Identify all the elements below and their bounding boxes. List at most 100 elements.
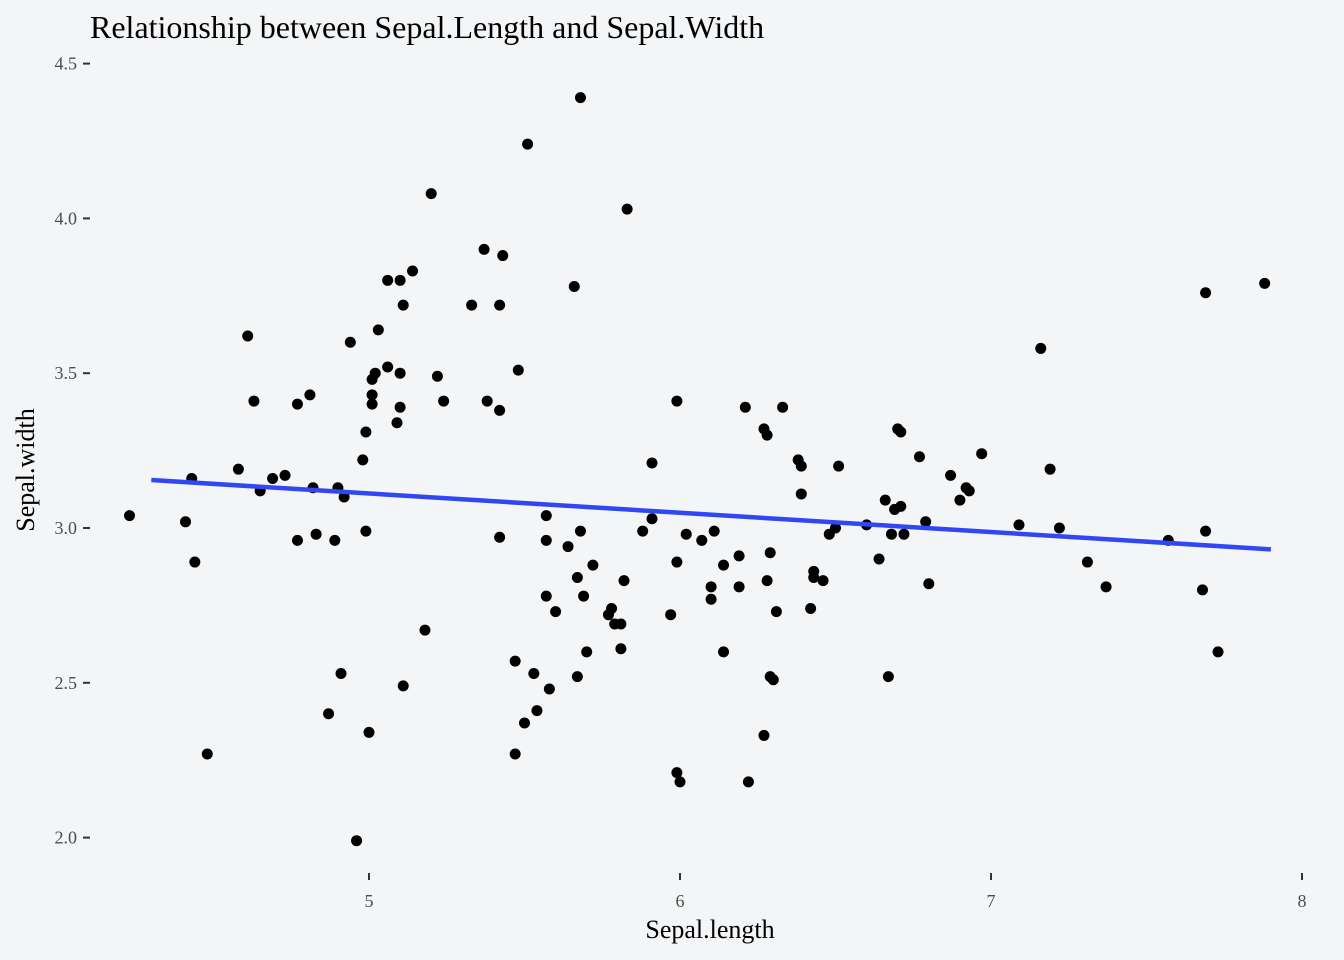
data-point <box>646 457 658 469</box>
data-point <box>329 534 341 546</box>
data-point <box>581 646 593 658</box>
data-point <box>466 299 478 311</box>
data-point <box>562 541 574 553</box>
data-point <box>830 522 841 534</box>
data-point <box>680 528 692 540</box>
data-point <box>920 516 932 528</box>
data-point <box>895 426 907 438</box>
data-point <box>232 463 244 475</box>
data-point <box>574 92 586 104</box>
data-point <box>494 531 506 543</box>
data-point <box>1035 342 1047 354</box>
data-point <box>344 336 356 348</box>
data-point <box>397 299 409 311</box>
data-point <box>528 668 540 680</box>
data-point <box>550 606 562 618</box>
data-point <box>419 624 431 636</box>
data-point <box>976 448 988 460</box>
data-point <box>568 281 580 293</box>
data-point <box>1100 581 1112 593</box>
data-point <box>360 426 372 438</box>
data-point <box>509 655 521 667</box>
data-point <box>201 748 213 760</box>
chart-title: Relationship between Sepal.Length and Se… <box>90 9 764 45</box>
data-point <box>758 729 770 741</box>
data-point <box>963 485 975 497</box>
x-tick-label: 7 <box>987 891 996 911</box>
data-point <box>522 138 534 150</box>
y-tick-label: 4.5 <box>55 54 78 74</box>
data-point <box>671 395 683 407</box>
data-point <box>913 451 925 463</box>
data-point <box>1196 584 1208 596</box>
data-point <box>879 494 891 506</box>
data-point <box>777 401 789 413</box>
data-point <box>1053 522 1065 534</box>
data-point <box>394 401 406 413</box>
data-point <box>540 510 552 522</box>
data-point <box>761 575 773 587</box>
data-point <box>481 395 493 407</box>
data-point <box>1081 556 1093 568</box>
data-point <box>621 203 633 215</box>
data-point <box>543 683 555 695</box>
data-point <box>637 525 649 537</box>
y-tick-label: 2.5 <box>55 673 78 693</box>
data-point <box>425 188 437 200</box>
data-point <box>767 674 779 686</box>
data-point <box>696 534 708 546</box>
x-tick-label: 8 <box>1298 891 1307 911</box>
data-point <box>945 469 957 481</box>
data-point <box>180 516 192 528</box>
data-point <box>764 547 776 559</box>
data-point <box>382 274 394 286</box>
x-tick-label: 5 <box>365 891 374 911</box>
data-point <box>718 646 730 658</box>
data-point <box>366 389 378 401</box>
data-point <box>795 460 807 472</box>
data-point <box>531 705 543 717</box>
data-point <box>574 525 586 537</box>
data-point <box>578 590 590 602</box>
data-point <box>1200 525 1212 537</box>
data-point <box>618 575 630 587</box>
trend-line <box>151 477 1272 552</box>
data-point <box>898 528 910 540</box>
data-point <box>733 550 745 562</box>
data-point <box>431 370 443 382</box>
data-point <box>808 565 820 577</box>
data-point <box>279 469 291 481</box>
data-point <box>189 556 201 568</box>
data-point <box>512 364 524 376</box>
data-point <box>1013 519 1025 531</box>
data-point <box>705 593 717 605</box>
data-points <box>124 92 1271 847</box>
data-point <box>674 776 686 788</box>
data-point <box>267 472 279 484</box>
y-tick-label: 3.5 <box>55 363 78 383</box>
data-point <box>571 572 583 584</box>
data-point <box>304 389 316 401</box>
data-point <box>833 460 845 472</box>
data-point <box>587 559 599 571</box>
data-point <box>615 618 627 630</box>
data-point <box>795 488 807 500</box>
data-point <box>895 500 907 512</box>
y-tick-label: 4.0 <box>55 208 78 228</box>
data-point <box>665 609 677 621</box>
data-point <box>478 243 490 255</box>
data-point <box>671 556 683 568</box>
data-point <box>873 553 885 565</box>
data-point <box>394 367 406 379</box>
y-axis: 2.0 2.5 3.0 3.5 4.0 4.5 <box>55 54 90 848</box>
data-point <box>382 361 394 373</box>
data-point <box>805 602 817 614</box>
x-axis-title: Sepal.length <box>645 915 774 944</box>
data-point <box>242 330 254 342</box>
data-point <box>494 299 506 311</box>
data-point <box>391 417 403 429</box>
data-point <box>509 748 521 760</box>
data-point <box>1259 277 1271 289</box>
data-point <box>360 525 372 537</box>
